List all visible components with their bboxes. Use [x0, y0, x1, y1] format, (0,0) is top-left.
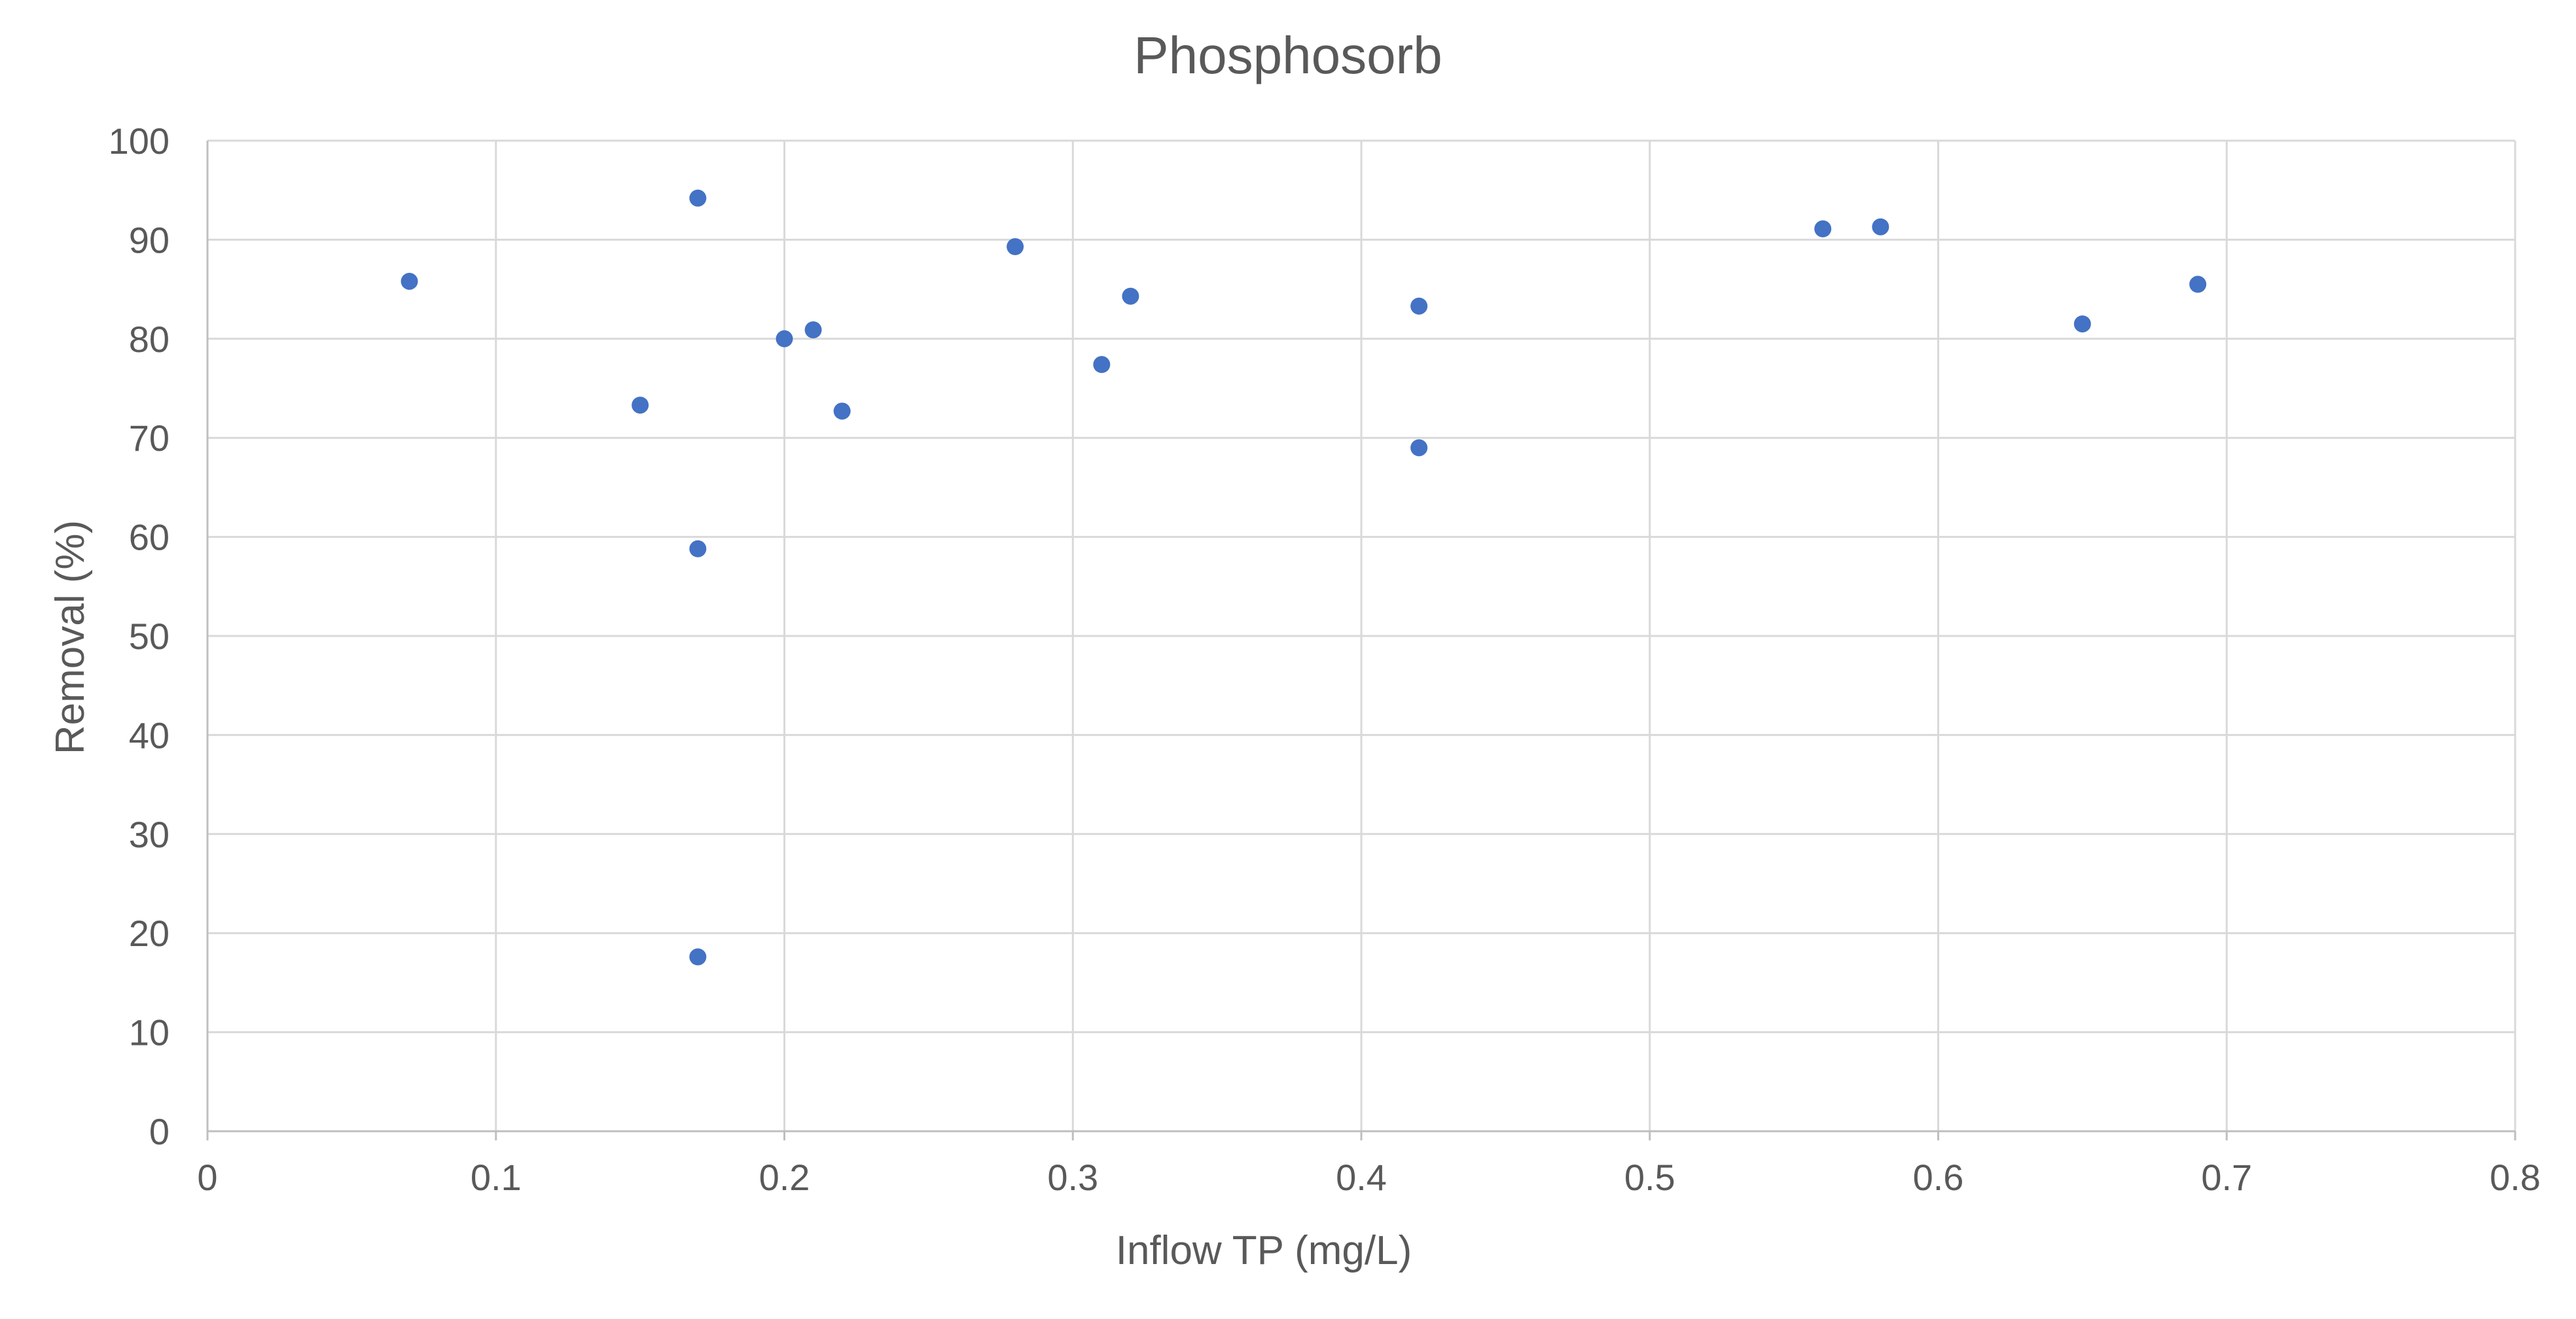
x-tick-label: 0	[197, 1157, 217, 1198]
y-tick-label: 30	[129, 814, 170, 855]
y-tick-label: 100	[109, 120, 170, 162]
data-point	[689, 540, 707, 557]
y-axis-tick-labels: 0 10 20 30 40 50 60 70 80 90 100	[109, 120, 170, 1152]
x-tick-label: 0.6	[1913, 1157, 1964, 1198]
data-point	[2189, 275, 2207, 293]
y-tick-label: 80	[129, 319, 170, 360]
chart-title: Phosphosorb	[1134, 26, 1442, 84]
x-tick-label: 0.7	[2201, 1157, 2252, 1198]
data-point	[1814, 220, 1832, 237]
x-tick-label: 0.3	[1047, 1157, 1098, 1198]
y-axis-title: Removal (%)	[48, 520, 93, 754]
x-tick-label: 0.4	[1336, 1157, 1387, 1198]
data-point	[1410, 297, 1428, 315]
x-axis-title: Inflow TP (mg/L)	[1116, 1228, 1412, 1273]
data-point	[1122, 287, 1139, 305]
x-tick-label: 0.5	[1624, 1157, 1675, 1198]
data-point	[2073, 315, 2091, 333]
y-tick-label: 20	[129, 913, 170, 954]
y-tick-label: 70	[129, 417, 170, 459]
data-point	[1007, 237, 1024, 255]
data-point	[632, 396, 649, 414]
x-axis-tick-labels: 0 0.1 0.2 0.3 0.4 0.5 0.6 0.7 0.8	[197, 1157, 2541, 1198]
x-tick-label: 0.8	[2490, 1157, 2541, 1198]
data-point	[833, 402, 851, 420]
x-tick-label: 0.2	[759, 1157, 810, 1198]
y-tick-label: 0	[149, 1111, 170, 1152]
gridlines	[207, 139, 2516, 1131]
data-point	[1872, 218, 1889, 236]
y-tick-label: 90	[129, 219, 170, 260]
y-tick-label: 40	[129, 714, 170, 756]
data-point	[1093, 356, 1111, 374]
y-tick-label: 50	[129, 616, 170, 657]
x-tick-label: 0.1	[471, 1157, 522, 1198]
data-points	[401, 189, 2207, 966]
data-point	[776, 330, 793, 347]
data-point	[401, 272, 418, 290]
axes	[206, 141, 2516, 1140]
data-point	[804, 321, 822, 339]
data-point	[689, 189, 707, 207]
data-point	[689, 948, 707, 966]
data-point	[1410, 439, 1428, 457]
y-tick-label: 10	[129, 1012, 170, 1053]
y-tick-label: 60	[129, 517, 170, 558]
